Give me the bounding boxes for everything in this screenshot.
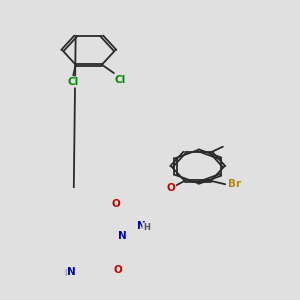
Text: Cl: Cl: [67, 77, 78, 87]
Text: O: O: [167, 183, 176, 193]
Text: O: O: [114, 265, 123, 275]
Text: H: H: [64, 269, 71, 278]
Text: O: O: [112, 200, 120, 209]
Text: N: N: [67, 267, 76, 278]
Text: H: H: [143, 223, 150, 232]
Text: Cl: Cl: [115, 75, 126, 85]
Text: N: N: [137, 221, 146, 231]
Text: Br: Br: [228, 179, 241, 189]
Text: N: N: [118, 231, 127, 241]
